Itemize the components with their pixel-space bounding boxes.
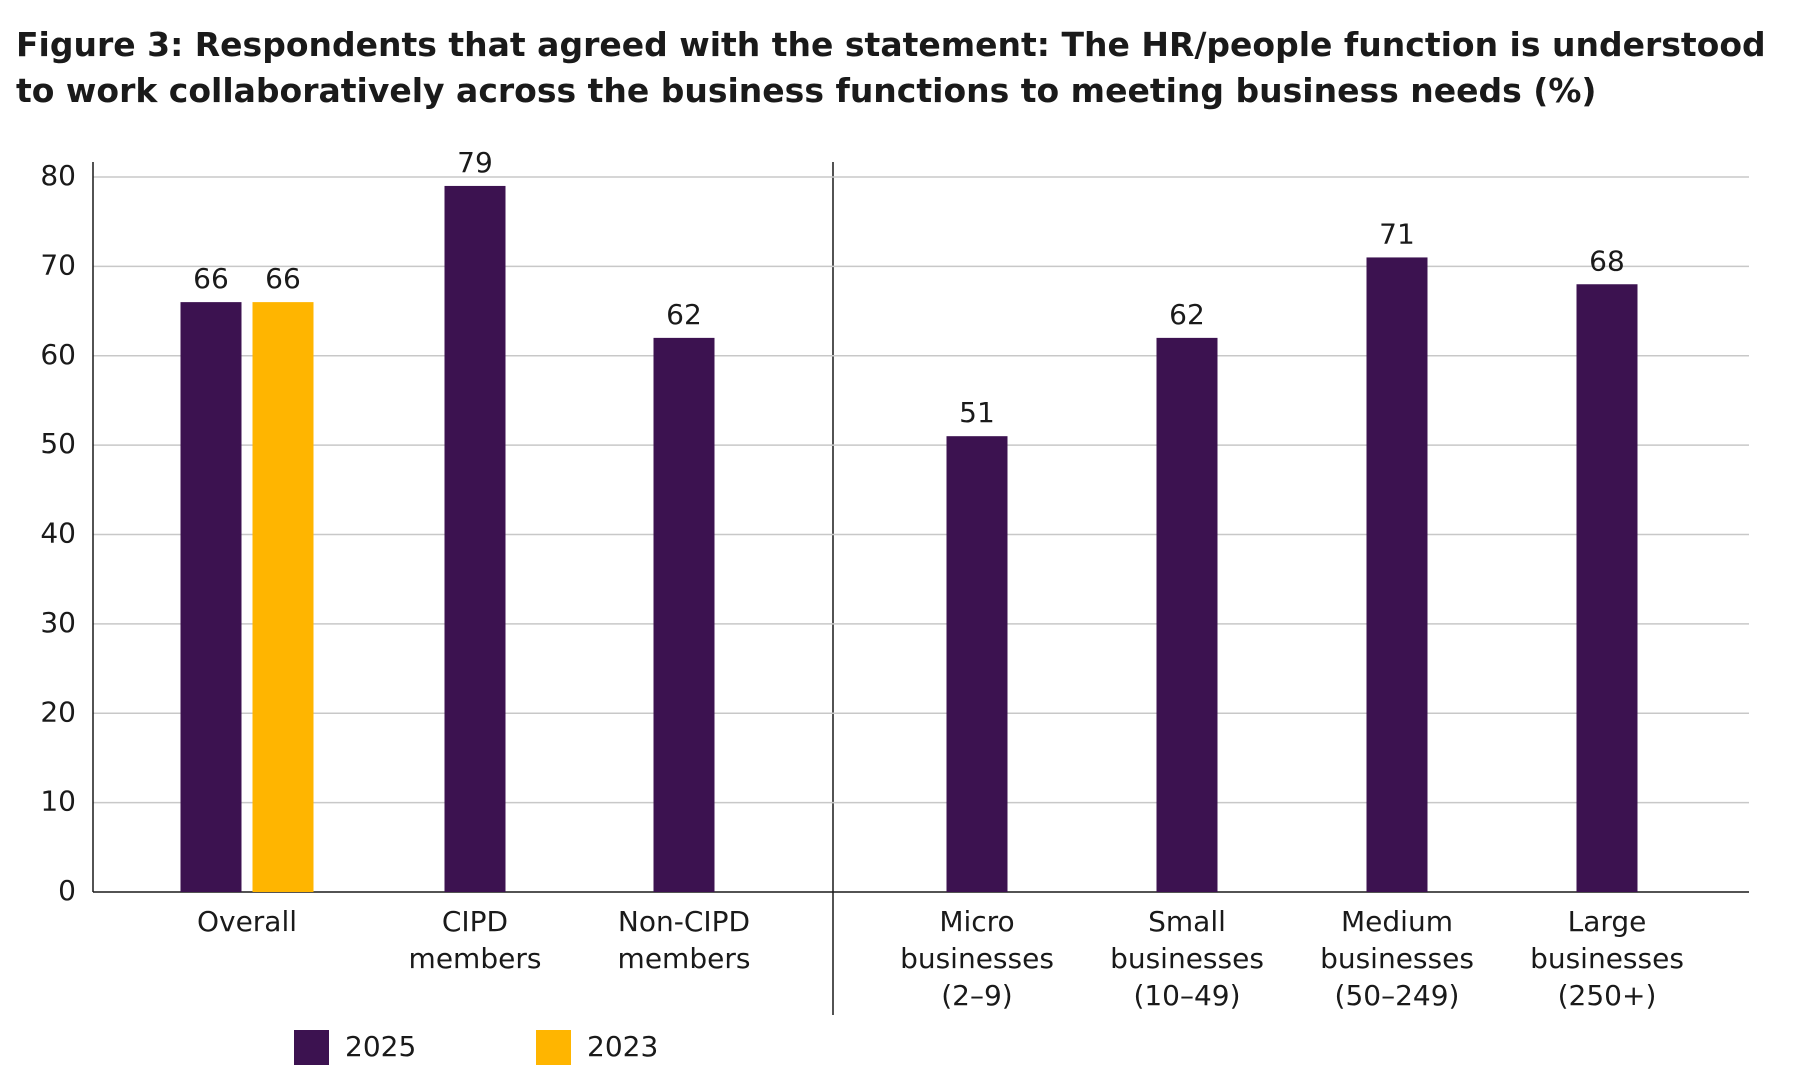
- bar: [252, 302, 314, 892]
- data-label: 79: [457, 146, 493, 179]
- y-tick-label: 30: [40, 606, 76, 639]
- data-label: 62: [1169, 298, 1205, 331]
- bar: [946, 436, 1008, 892]
- y-tick-label: 50: [40, 427, 76, 460]
- x-tick-label: Small businesses (10–49): [1110, 905, 1264, 1012]
- x-tick-label: Non-CIPD members: [618, 905, 751, 975]
- data-label: 51: [959, 396, 995, 429]
- bar: [1366, 257, 1428, 892]
- y-tick-label: 10: [40, 785, 76, 818]
- legend-label: 2023: [587, 1030, 658, 1063]
- x-tick-label: Overall: [197, 905, 297, 938]
- legend-label: 2025: [345, 1030, 416, 1063]
- legend-swatch: [536, 1030, 571, 1065]
- y-tick-label: 40: [40, 517, 76, 550]
- x-tick-label: CIPD members: [409, 905, 542, 975]
- data-label: 66: [193, 262, 229, 295]
- y-tick-label: 70: [40, 248, 76, 281]
- y-tick-label: 80: [40, 159, 76, 192]
- bar: [444, 185, 506, 892]
- x-tick-label: Medium businesses (50–249): [1320, 905, 1474, 1012]
- data-label: 66: [265, 262, 301, 295]
- bar: [180, 302, 242, 892]
- chart-title: Figure 3: Respondents that agreed with t…: [16, 25, 1766, 110]
- x-tick-label: Large businesses (250+): [1530, 905, 1684, 1012]
- data-label: 71: [1379, 217, 1415, 250]
- y-tick-label: 60: [40, 338, 76, 371]
- x-tick-label: Micro businesses (2–9): [900, 905, 1054, 1012]
- data-label: 68: [1589, 244, 1625, 277]
- y-tick-label: 0: [58, 874, 76, 907]
- y-tick-label: 20: [40, 695, 76, 728]
- legend-swatch: [294, 1030, 329, 1065]
- bar: [1156, 337, 1218, 892]
- data-label: 62: [666, 298, 702, 331]
- bar: [653, 337, 715, 892]
- bar: [1576, 284, 1638, 892]
